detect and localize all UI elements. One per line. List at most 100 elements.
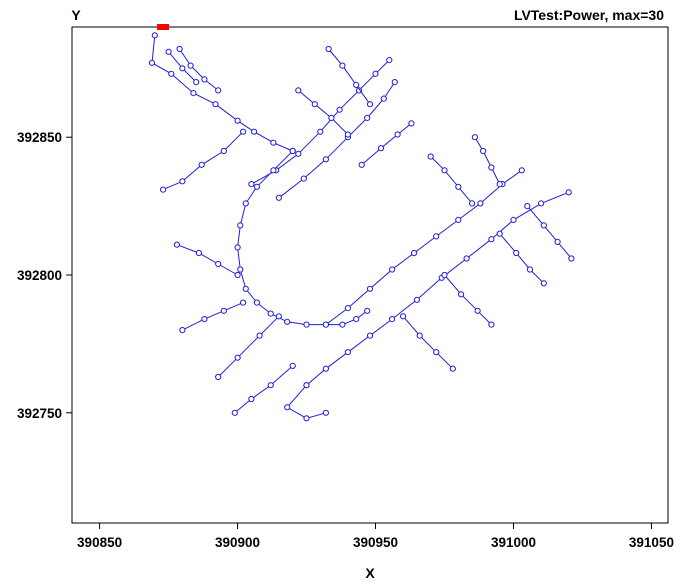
network-node (400, 313, 407, 320)
feeder-line-west-laterals (176, 244, 238, 276)
network-node (540, 222, 547, 229)
network-node (267, 382, 274, 389)
feeder-line-upper-north-stubs (297, 90, 349, 135)
network-node (488, 321, 495, 328)
network-node (256, 332, 263, 339)
network-node (469, 200, 476, 207)
x-tick-label: 390850 (77, 535, 122, 550)
network-node (538, 200, 545, 207)
network-node (242, 200, 249, 207)
network-node (173, 241, 180, 248)
network-node (215, 260, 222, 268)
network-node (253, 299, 260, 306)
network-node (237, 266, 244, 273)
feeder-line-lower-trunk (306, 191, 569, 386)
network-node (195, 249, 202, 257)
feeder-line-upper-east-branch (361, 123, 412, 166)
network-node (322, 365, 329, 372)
network-node (366, 285, 374, 292)
source-marker (157, 24, 170, 30)
network-node (540, 280, 547, 287)
network-node (474, 307, 481, 314)
network-node (366, 332, 374, 339)
y-tick-label: 392800 (17, 268, 62, 283)
y-tick-label: 392850 (17, 130, 62, 145)
feeder-line-mid-laterals-2 (444, 274, 492, 325)
network-node (344, 349, 351, 356)
network-node (220, 307, 227, 314)
feeder-line-upper-east-stubs-2 (474, 136, 501, 185)
network-node (234, 244, 241, 251)
network-node (179, 178, 186, 185)
network-node (339, 321, 346, 328)
feeder-line-upper-diagonal-2 (278, 81, 396, 199)
network-node (253, 183, 260, 190)
network-node (212, 101, 219, 108)
network-node (322, 156, 329, 163)
network-node (411, 249, 418, 257)
network-layer (148, 32, 575, 422)
feeder-line-west-branch-south (162, 131, 244, 191)
network-node (267, 310, 274, 317)
x-tick-label: 391050 (629, 535, 674, 550)
feeder-line-south-curve (286, 384, 327, 419)
feeder-line-upper-diagonal (251, 59, 390, 185)
network-node (275, 313, 282, 320)
network-node (372, 70, 379, 77)
network-node (389, 316, 396, 323)
y-axis-label: Y (71, 7, 81, 23)
network-node (433, 233, 440, 240)
network-node (380, 95, 387, 102)
network-node (344, 131, 351, 138)
network-node (289, 147, 296, 155)
feeder-line-south-branch-a (234, 365, 294, 414)
network-node (242, 285, 249, 292)
network-node (148, 59, 156, 66)
network-node (201, 316, 208, 323)
feeder-line-north-stubs (179, 48, 219, 91)
network-node (513, 249, 520, 257)
network-node (408, 120, 415, 127)
network-node (433, 349, 440, 356)
network-node (364, 307, 371, 314)
network-node (427, 153, 434, 160)
network-node (151, 32, 158, 39)
network-node (488, 164, 495, 171)
network-node (353, 81, 360, 89)
x-tick-label: 391000 (491, 535, 536, 550)
network-node (248, 395, 255, 403)
network-node (220, 147, 227, 155)
x-tick-label: 390950 (353, 535, 398, 550)
network-node (336, 106, 343, 113)
network-node (160, 186, 167, 193)
network-node (303, 382, 310, 389)
network-node (179, 65, 186, 72)
network-node (165, 48, 172, 55)
feeder-line-west-laterals-2 (182, 302, 244, 331)
network-node (176, 45, 183, 53)
network-node (168, 70, 175, 77)
network-node (386, 57, 393, 64)
network-node (488, 236, 495, 243)
network-node (234, 117, 241, 124)
network-node (458, 291, 465, 298)
network-node (303, 321, 310, 328)
feeder-line-trunk-west (151, 35, 293, 152)
network-node (344, 305, 351, 312)
source-layer (157, 24, 170, 30)
network-node (391, 79, 398, 86)
network-node (328, 114, 335, 122)
network-node (322, 321, 329, 328)
feeder-line-east-laterals (499, 233, 545, 284)
network-node (190, 90, 197, 97)
network-node (300, 175, 307, 182)
network-node (394, 131, 401, 138)
network-node (339, 62, 346, 69)
network-node (215, 87, 222, 94)
network-node (325, 45, 332, 53)
network-node (240, 128, 247, 135)
network-node (193, 79, 200, 86)
network-node (240, 299, 247, 306)
